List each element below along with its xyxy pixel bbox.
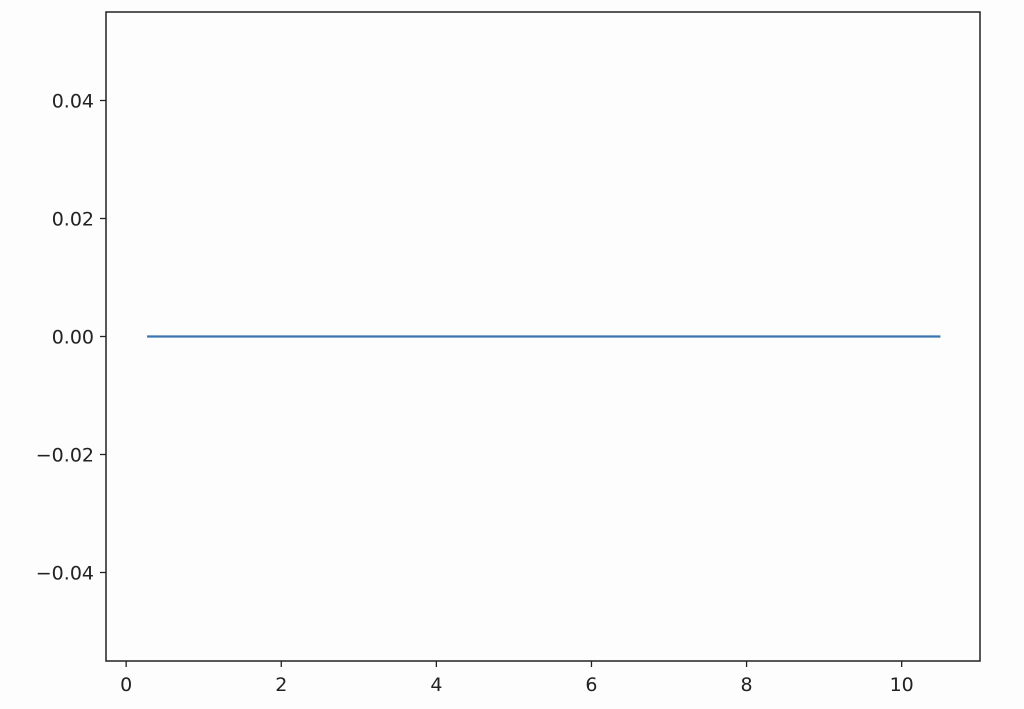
y-tick-label: 0.02 (52, 209, 94, 231)
x-tick-label: 8 (741, 674, 753, 696)
x-tick-label: 0 (120, 674, 132, 696)
x-tick-label: 4 (430, 674, 442, 696)
x-tick-label: 10 (890, 674, 914, 696)
y-tick-label: 0.00 (52, 327, 94, 349)
y-tick-label: −0.04 (36, 563, 94, 585)
x-axis: 0 2 4 6 8 10 (120, 661, 914, 696)
y-axis: 0.04 0.02 0.00 −0.02 −0.04 (36, 91, 106, 585)
x-tick-label: 2 (275, 674, 287, 696)
plot-frame (105, 11, 981, 662)
y-tick-label: −0.02 (36, 445, 94, 467)
y-tick-label: 0.04 (52, 91, 94, 113)
x-tick-label: 6 (585, 674, 597, 696)
